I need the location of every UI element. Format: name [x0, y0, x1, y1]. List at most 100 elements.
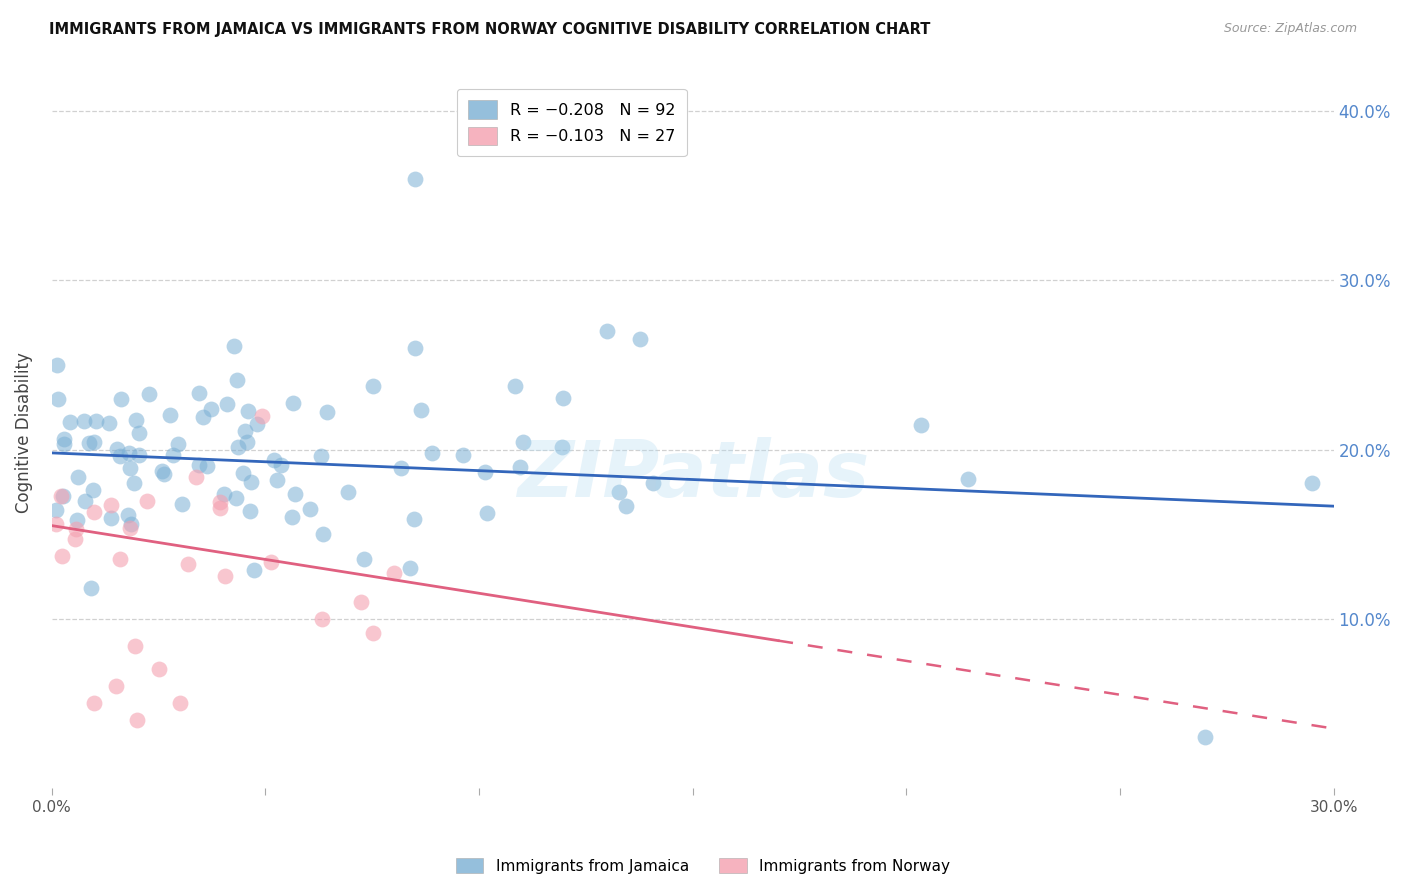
- Point: [153, 467, 176, 481]
- Point: [195, 459, 218, 474]
- Point: [309, 449, 332, 463]
- Point: [246, 417, 269, 432]
- Point: [79, 436, 101, 450]
- Point: [298, 501, 321, 516]
- Point: [152, 464, 174, 478]
- Point: [226, 373, 249, 387]
- Point: [83, 435, 105, 450]
- Point: [65, 523, 87, 537]
- Point: [628, 332, 651, 346]
- Point: [138, 387, 160, 401]
- Point: [120, 461, 142, 475]
- Point: [188, 386, 211, 401]
- Point: [398, 561, 420, 575]
- Point: [281, 395, 304, 409]
- Point: [512, 435, 534, 450]
- Point: [59, 415, 82, 429]
- Point: [66, 513, 89, 527]
- Point: [509, 459, 531, 474]
- Point: [596, 324, 619, 338]
- Point: [474, 466, 496, 480]
- Point: [240, 475, 263, 490]
- Point: [46, 392, 69, 406]
- Point: [607, 485, 630, 500]
- Point: [910, 418, 932, 433]
- Point: [108, 551, 131, 566]
- Point: [100, 498, 122, 512]
- Point: [75, 494, 97, 508]
- Point: [226, 440, 249, 454]
- Point: [52, 432, 75, 446]
- Point: [209, 495, 232, 509]
- Point: [477, 506, 499, 520]
- Point: [128, 448, 150, 462]
- Point: [236, 404, 259, 418]
- Point: [136, 494, 159, 508]
- Point: [239, 504, 262, 518]
- Point: [86, 414, 108, 428]
- Point: [83, 505, 105, 519]
- Point: [169, 696, 191, 710]
- Point: [336, 484, 359, 499]
- Point: [148, 662, 170, 676]
- Point: [172, 497, 194, 511]
- Point: [315, 405, 337, 419]
- Point: [125, 413, 148, 427]
- Point: [208, 500, 231, 515]
- Point: [120, 516, 142, 531]
- Point: [73, 414, 96, 428]
- Point: [124, 639, 146, 653]
- Point: [177, 557, 200, 571]
- Point: [411, 403, 433, 417]
- Point: [159, 408, 181, 422]
- Point: [222, 338, 245, 352]
- Point: [118, 446, 141, 460]
- Point: [167, 436, 190, 450]
- Point: [353, 552, 375, 566]
- Point: [451, 448, 474, 462]
- Point: [260, 555, 283, 569]
- Point: [1301, 476, 1323, 491]
- Text: IMMIGRANTS FROM JAMAICA VS IMMIGRANTS FROM NORWAY COGNITIVE DISABILITY CORRELATI: IMMIGRANTS FROM JAMAICA VS IMMIGRANTS FR…: [49, 22, 931, 37]
- Point: [350, 595, 373, 609]
- Point: [100, 511, 122, 525]
- Point: [266, 473, 288, 487]
- Point: [45, 517, 67, 532]
- Point: [108, 449, 131, 463]
- Point: [97, 416, 120, 430]
- Point: [361, 626, 384, 640]
- Point: [52, 489, 75, 503]
- Point: [236, 435, 259, 450]
- Point: [122, 476, 145, 491]
- Point: [120, 521, 142, 535]
- Point: [110, 392, 132, 406]
- Point: [104, 679, 127, 693]
- Point: [200, 402, 222, 417]
- Point: [270, 458, 292, 473]
- Point: [389, 460, 412, 475]
- Point: [284, 486, 307, 500]
- Point: [250, 409, 273, 423]
- Point: [186, 470, 208, 484]
- Point: [614, 499, 637, 513]
- Point: [127, 713, 149, 727]
- Point: [162, 448, 184, 462]
- Point: [212, 487, 235, 501]
- Point: [420, 445, 443, 459]
- Point: [311, 526, 333, 541]
- Point: [66, 469, 89, 483]
- Point: [117, 508, 139, 522]
- Point: [128, 426, 150, 441]
- Point: [83, 696, 105, 710]
- Point: [553, 391, 575, 405]
- Point: [243, 563, 266, 577]
- Point: [82, 483, 104, 498]
- Point: [404, 172, 426, 186]
- Point: [503, 379, 526, 393]
- Point: [80, 581, 103, 595]
- Point: [51, 549, 73, 564]
- Point: [643, 476, 665, 491]
- Point: [45, 359, 67, 373]
- Point: [191, 410, 214, 425]
- Point: [105, 442, 128, 456]
